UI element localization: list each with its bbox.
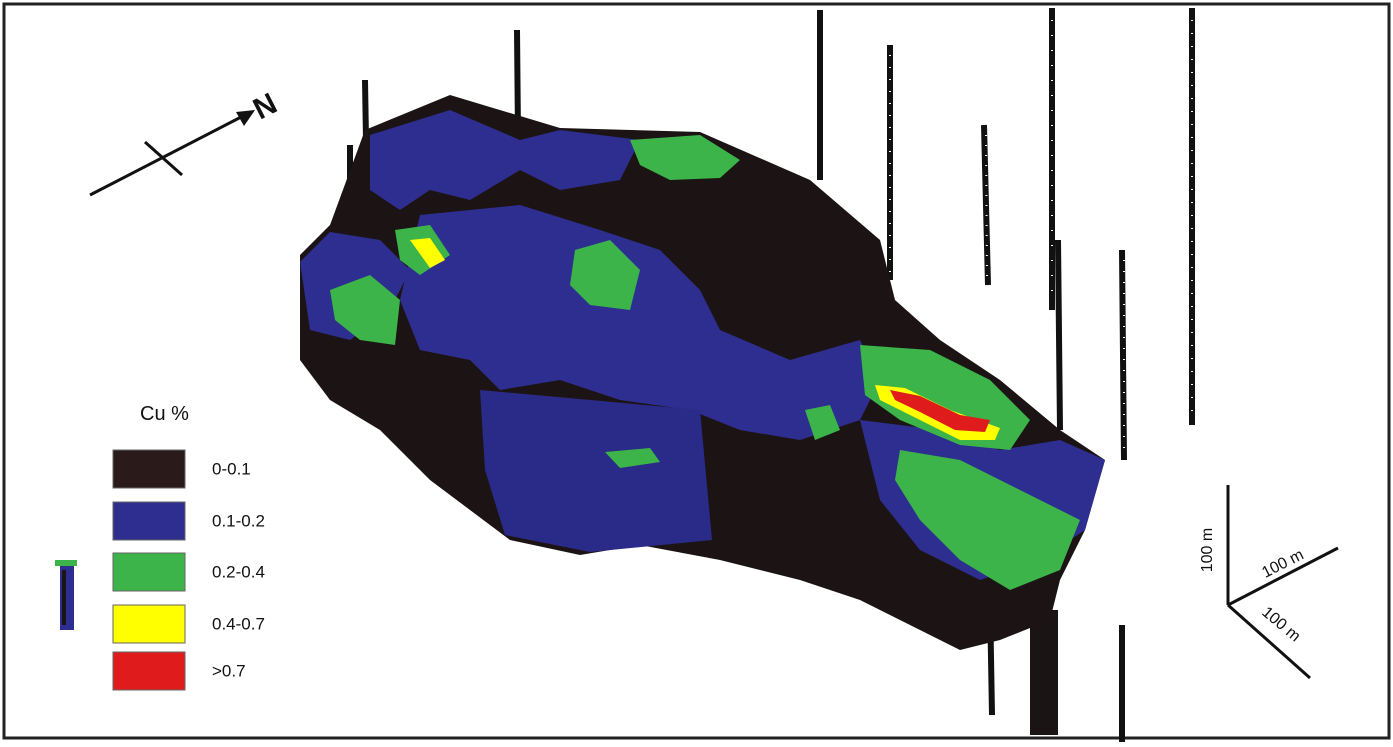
legend-label: >0.7 — [212, 661, 246, 680]
legend-swatch — [113, 553, 185, 591]
scale-label-vertical: 100 m — [1199, 528, 1216, 572]
legend-label: 0.4-0.7 — [212, 614, 265, 633]
figure: N 100 m 100 m 100 m Cu % 0-0.10.1-0.20.2… — [0, 0, 1393, 742]
legend-swatch — [113, 652, 185, 690]
legend-label: 0-0.1 — [212, 459, 251, 478]
legend-label: 0.1-0.2 — [212, 511, 265, 530]
legend-label: 0.2-0.4 — [212, 562, 265, 581]
legend-swatch — [113, 605, 185, 643]
legend-title: Cu % — [140, 403, 189, 425]
legend-swatch — [113, 450, 185, 488]
legend-swatch — [113, 502, 185, 540]
